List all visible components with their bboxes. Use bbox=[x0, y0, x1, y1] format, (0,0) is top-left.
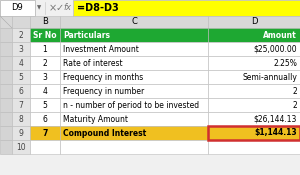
Text: 7: 7 bbox=[19, 100, 23, 110]
Text: D: D bbox=[251, 18, 257, 26]
Bar bbox=[208, 56, 300, 70]
Bar bbox=[30, 42, 60, 56]
Bar bbox=[12, 16, 30, 28]
Bar bbox=[0, 42, 12, 56]
Text: 2: 2 bbox=[43, 58, 47, 68]
Bar bbox=[0, 112, 12, 126]
Text: ×: × bbox=[49, 3, 57, 13]
Bar bbox=[12, 98, 30, 112]
Text: 5: 5 bbox=[19, 72, 23, 82]
Bar bbox=[60, 56, 208, 70]
Bar bbox=[30, 126, 60, 140]
Bar bbox=[208, 42, 300, 56]
Text: Maturity Amount: Maturity Amount bbox=[63, 114, 128, 124]
Text: Sr No: Sr No bbox=[33, 30, 57, 40]
Text: 2: 2 bbox=[19, 30, 23, 40]
Bar bbox=[30, 28, 60, 42]
Text: Rate of interest: Rate of interest bbox=[63, 58, 123, 68]
Text: $26,144.13: $26,144.13 bbox=[254, 114, 297, 124]
Text: 3: 3 bbox=[43, 72, 47, 82]
Text: B: B bbox=[42, 18, 48, 26]
Text: 2: 2 bbox=[292, 100, 297, 110]
Bar bbox=[208, 28, 300, 42]
Bar bbox=[73, 0, 300, 16]
Text: Investment Amount: Investment Amount bbox=[63, 44, 139, 54]
Text: Frequency in number: Frequency in number bbox=[63, 86, 144, 96]
Bar bbox=[0, 98, 12, 112]
Bar bbox=[30, 70, 60, 84]
Text: 2: 2 bbox=[292, 86, 297, 96]
Text: 3: 3 bbox=[19, 44, 23, 54]
Text: 10: 10 bbox=[16, 142, 26, 152]
Bar bbox=[0, 0, 35, 16]
Text: =D8-D3: =D8-D3 bbox=[77, 3, 119, 13]
Bar bbox=[208, 140, 300, 154]
Bar bbox=[30, 84, 60, 98]
Bar bbox=[60, 126, 208, 140]
Bar bbox=[60, 112, 208, 126]
Bar bbox=[0, 84, 12, 98]
Bar bbox=[208, 126, 300, 140]
Text: ▼: ▼ bbox=[37, 5, 41, 10]
Text: n - number of period to be invested: n - number of period to be invested bbox=[63, 100, 199, 110]
Bar bbox=[208, 126, 300, 140]
Text: ✓: ✓ bbox=[56, 3, 64, 13]
Bar bbox=[208, 98, 300, 112]
Bar bbox=[12, 42, 30, 56]
Bar bbox=[0, 70, 12, 84]
Bar bbox=[0, 0, 300, 16]
Bar bbox=[12, 70, 30, 84]
Bar bbox=[60, 70, 208, 84]
Text: Amount: Amount bbox=[263, 30, 297, 40]
Text: Compound Interest: Compound Interest bbox=[63, 128, 146, 138]
Bar bbox=[208, 112, 300, 126]
Bar bbox=[0, 28, 12, 42]
Text: 6: 6 bbox=[19, 86, 23, 96]
Bar bbox=[12, 112, 30, 126]
Text: 4: 4 bbox=[19, 58, 23, 68]
Bar bbox=[208, 70, 300, 84]
Bar bbox=[60, 98, 208, 112]
Text: 7: 7 bbox=[42, 128, 48, 138]
Bar bbox=[30, 112, 60, 126]
Text: D9: D9 bbox=[12, 4, 23, 12]
Bar bbox=[60, 140, 208, 154]
Text: 5: 5 bbox=[43, 100, 47, 110]
Bar bbox=[30, 16, 60, 28]
Bar bbox=[30, 98, 60, 112]
Text: 4: 4 bbox=[43, 86, 47, 96]
Bar bbox=[60, 16, 208, 28]
Bar bbox=[208, 84, 300, 98]
Bar bbox=[30, 56, 60, 70]
Text: C: C bbox=[131, 18, 137, 26]
Text: Frequency in months: Frequency in months bbox=[63, 72, 143, 82]
Bar bbox=[60, 84, 208, 98]
Bar bbox=[0, 16, 12, 28]
Bar bbox=[60, 28, 208, 42]
Bar bbox=[60, 42, 208, 56]
Bar bbox=[30, 140, 60, 154]
Text: fx: fx bbox=[63, 4, 71, 12]
Text: 6: 6 bbox=[43, 114, 47, 124]
Text: 2.25%: 2.25% bbox=[273, 58, 297, 68]
Text: Particulars: Particulars bbox=[63, 30, 110, 40]
Bar bbox=[12, 28, 30, 42]
Bar bbox=[208, 16, 300, 28]
Bar bbox=[12, 140, 30, 154]
Text: $25,000.00: $25,000.00 bbox=[254, 44, 297, 54]
Bar bbox=[12, 84, 30, 98]
Text: Semi-annually: Semi-annually bbox=[242, 72, 297, 82]
Text: 8: 8 bbox=[19, 114, 23, 124]
Text: 9: 9 bbox=[19, 128, 23, 138]
Text: $1,144.13: $1,144.13 bbox=[254, 128, 297, 138]
Bar bbox=[0, 126, 12, 140]
Bar bbox=[0, 56, 12, 70]
Bar bbox=[12, 126, 30, 140]
Bar bbox=[12, 56, 30, 70]
Bar bbox=[0, 140, 12, 154]
Text: 1: 1 bbox=[43, 44, 47, 54]
